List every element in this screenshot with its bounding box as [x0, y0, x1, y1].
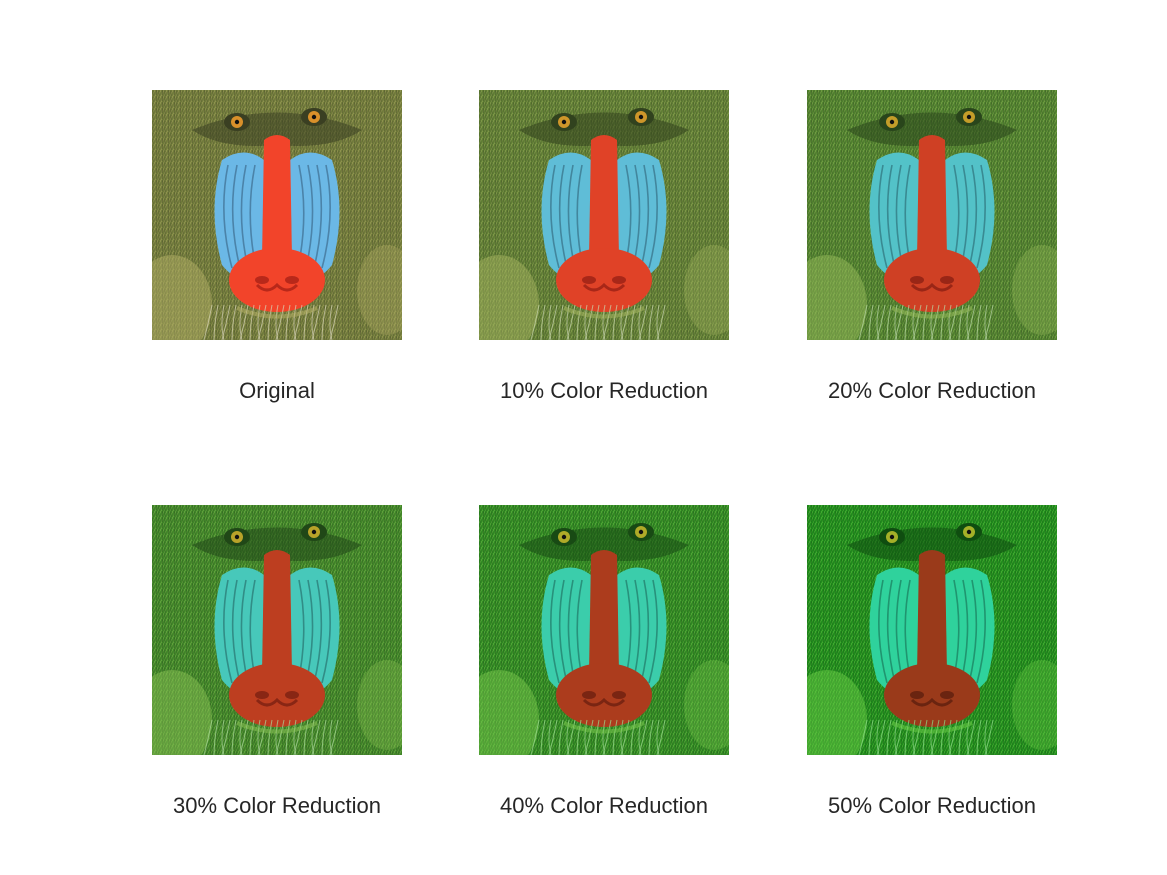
image-panel-20: [807, 90, 1057, 340]
mandrill-image: [807, 505, 1057, 755]
image-panel-30: [152, 505, 402, 755]
caption-30: 30% Color Reduction: [173, 793, 381, 818]
mandrill-image: [807, 90, 1057, 340]
caption-20: 20% Color Reduction: [828, 378, 1036, 403]
image-panel-40: [479, 505, 729, 755]
caption-50: 50% Color Reduction: [828, 793, 1036, 818]
mandrill-image: [479, 505, 729, 755]
mandrill-image: [152, 90, 402, 340]
caption-40: 40% Color Reduction: [500, 793, 708, 818]
image-panel-original: [152, 90, 402, 340]
caption-original: Original: [239, 378, 315, 403]
caption-10: 10% Color Reduction: [500, 378, 708, 403]
image-panel-10: [479, 90, 729, 340]
mandrill-image: [479, 90, 729, 340]
mandrill-image: [152, 505, 402, 755]
image-panel-50: [807, 505, 1057, 755]
